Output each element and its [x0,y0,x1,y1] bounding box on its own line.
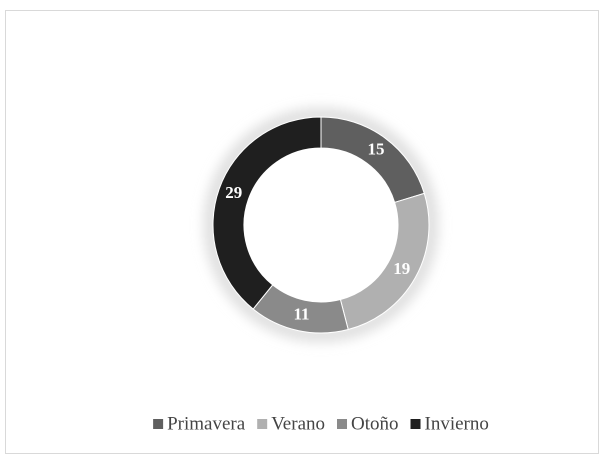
shadow [204,108,438,342]
chart-frame [5,10,599,454]
data-label: 11 [293,304,309,323]
data-label: 15 [368,140,385,159]
legend-label: Otoño [351,413,399,434]
legend-swatch [410,419,421,429]
legend-label: Verano [271,413,325,434]
legend-swatch [337,419,348,429]
legend-swatch [257,419,268,429]
data-label: 19 [393,259,410,278]
legend-swatch [153,419,164,429]
legend-label: Invierno [425,413,489,434]
legend-label: Primavera [167,413,246,434]
donut-slice [212,116,322,310]
data-label: 29 [225,183,242,202]
